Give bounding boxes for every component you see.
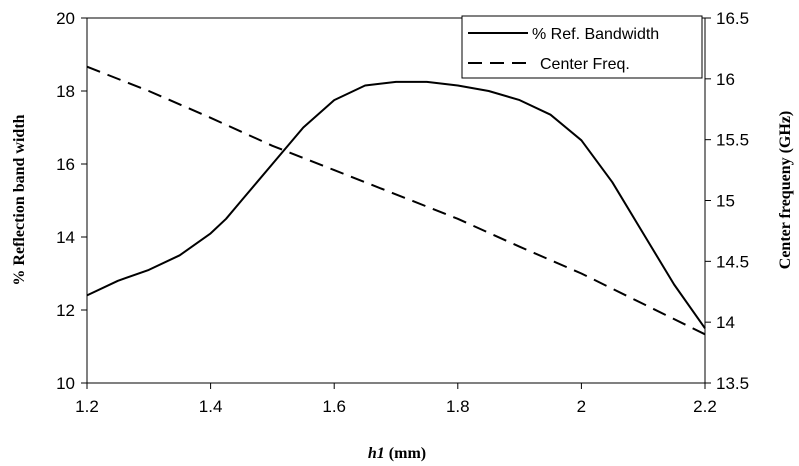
x-tick-label: 1.4 xyxy=(199,397,223,416)
legend-box xyxy=(461,15,703,79)
right-y-tick-label: 16 xyxy=(716,70,735,89)
x-tick-label: 1.2 xyxy=(75,397,99,416)
x-tick-label: 2 xyxy=(577,397,586,416)
right-y-axis-title: Center frequeny (GHz) xyxy=(777,111,794,269)
right-y-tick-label: 16.5 xyxy=(716,9,749,28)
ref-bandwidth-line xyxy=(86,80,706,329)
series-layer xyxy=(86,65,706,336)
left-y-axis-title: % Reflection band width xyxy=(11,114,28,285)
x-tick-label: 2.2 xyxy=(693,397,717,416)
legend-label-ref-bandwidth: % Ref. Bandwidth xyxy=(532,26,659,43)
left-y-tick-label: 16 xyxy=(56,155,75,174)
center-freq-line xyxy=(86,65,706,336)
x-tick-label: 1.6 xyxy=(322,397,346,416)
right-y-axis-ticks: 13.5 14 14.5 15 15.5 16 16.5 xyxy=(705,9,749,393)
legend: % Ref. Bandwidth Center Freq. xyxy=(461,15,703,79)
right-y-tick-label: 15 xyxy=(716,192,735,211)
left-y-tick-label: 20 xyxy=(56,9,75,28)
x-axis-title: h1 (mm) xyxy=(368,445,426,462)
left-y-tick-label: 18 xyxy=(56,82,75,101)
right-y-tick-label: 13.5 xyxy=(716,374,749,393)
right-y-tick-label: 14.5 xyxy=(716,252,749,271)
right-y-tick-label: 15.5 xyxy=(716,131,749,150)
left-y-axis-ticks: 10 12 14 16 18 20 xyxy=(56,9,87,393)
right-y-tick-label: 14 xyxy=(716,313,735,332)
left-y-tick-label: 12 xyxy=(56,301,75,320)
x-tick-label: 1.8 xyxy=(446,397,470,416)
left-y-tick-label: 10 xyxy=(56,374,75,393)
x-axis-ticks: 1.2 1.4 1.6 1.8 2 2.2 xyxy=(75,383,717,416)
left-y-tick-label: 14 xyxy=(56,228,75,247)
legend-label-center-freq: Center Freq. xyxy=(540,56,630,73)
